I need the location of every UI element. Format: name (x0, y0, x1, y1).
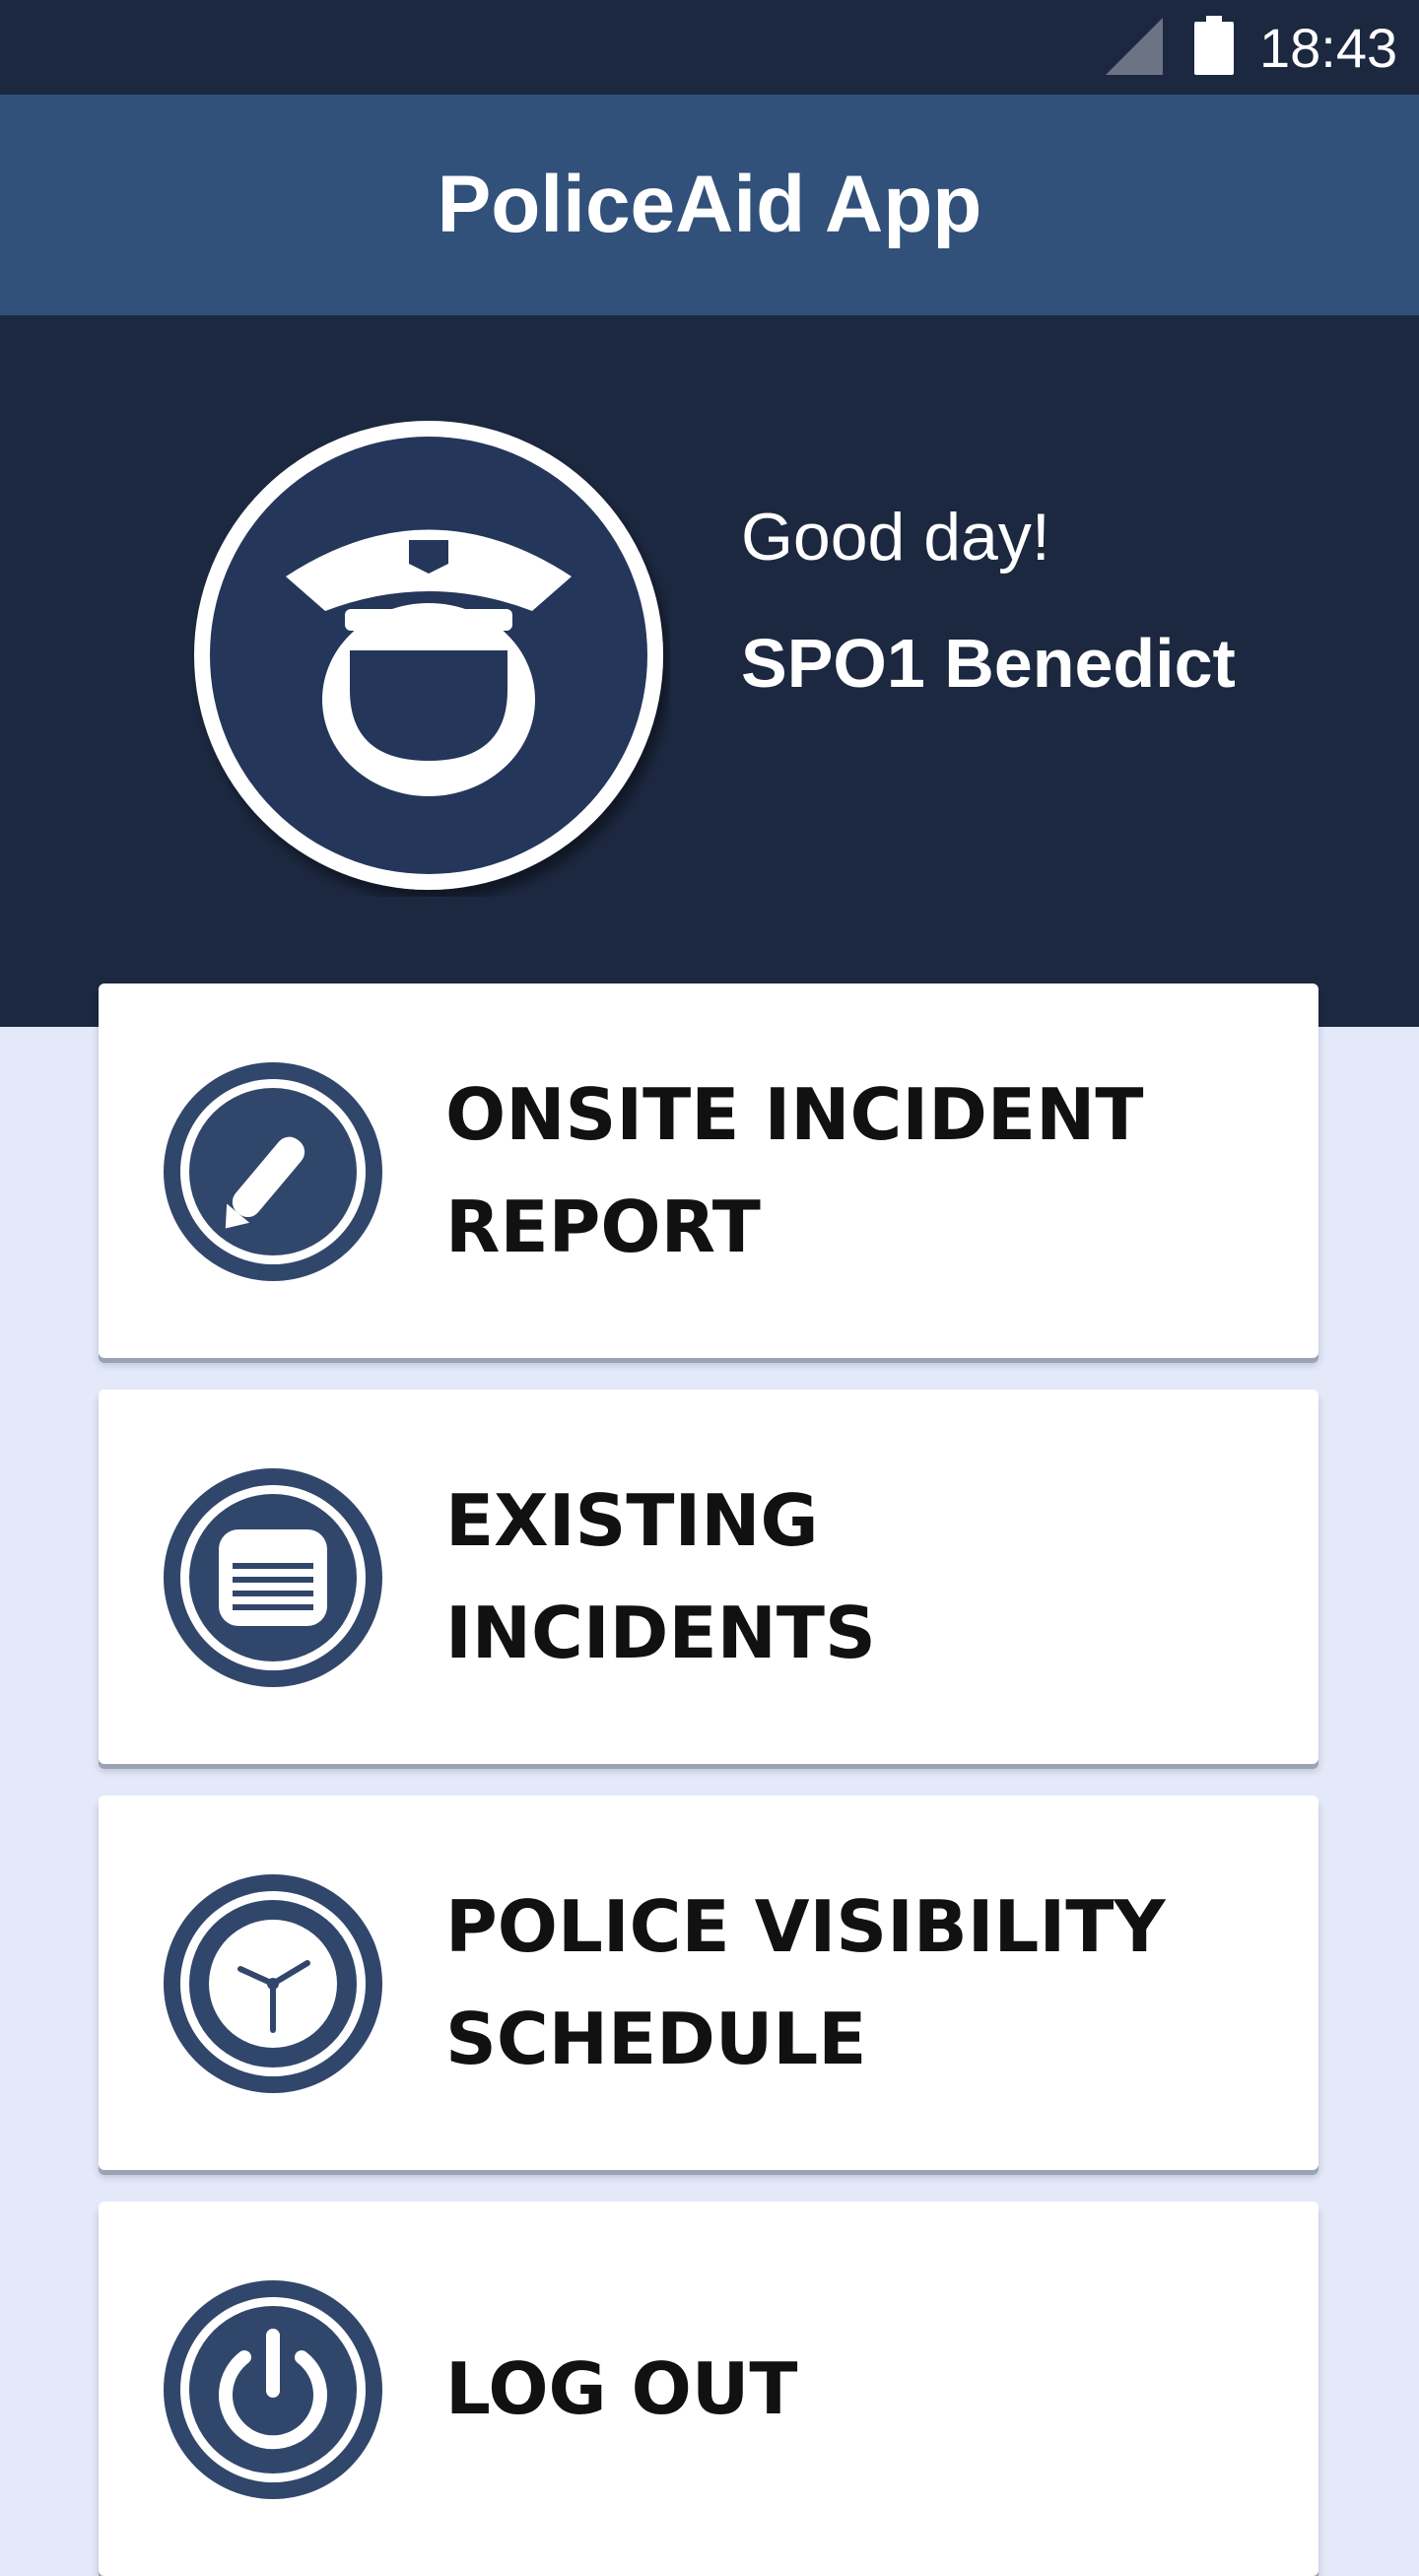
log-out-label: LOG OUT (445, 2347, 798, 2430)
onsite-incident-report-button[interactable]: ONSITE INCIDENT REPORT (99, 983, 1318, 1358)
signal-icon (1106, 18, 1163, 75)
pencil-icon (164, 1062, 382, 1281)
list-icon (164, 1468, 382, 1687)
onsite-incident-report-label: ONSITE INCIDENT REPORT (445, 1073, 1144, 1268)
power-icon (164, 2280, 382, 2499)
card-label: EXISTING INCIDENTS (445, 1390, 1293, 1764)
card-label: POLICE VISIBILITY SCHEDULE (445, 1796, 1293, 2170)
clock-icon (164, 1874, 382, 2093)
existing-incidents-label: EXISTING INCIDENTS (445, 1479, 876, 1674)
status-bar: 18:43 (0, 0, 1419, 95)
police-officer-avatar-icon (194, 421, 663, 890)
log-out-button[interactable]: LOG OUT (99, 2202, 1318, 2576)
card-label: ONSITE INCIDENT REPORT (445, 983, 1293, 1358)
card-label: LOG OUT (445, 2202, 1293, 2576)
profile-header: Good day! SPO1 Benedict (0, 315, 1419, 1027)
app-bar: PoliceAid App (0, 95, 1419, 315)
police-visibility-schedule-button[interactable]: POLICE VISIBILITY SCHEDULE (99, 1796, 1318, 2170)
greeting-text: Good day! (741, 500, 1050, 575)
status-time: 18:43 (1259, 17, 1398, 79)
police-visibility-schedule-label: POLICE VISIBILITY SCHEDULE (445, 1885, 1166, 2080)
app-title: PoliceAid App (437, 160, 982, 249)
battery-icon (1194, 16, 1234, 75)
existing-incidents-button[interactable]: EXISTING INCIDENTS (99, 1390, 1318, 1764)
officer-name: SPO1 Benedict (741, 625, 1236, 702)
